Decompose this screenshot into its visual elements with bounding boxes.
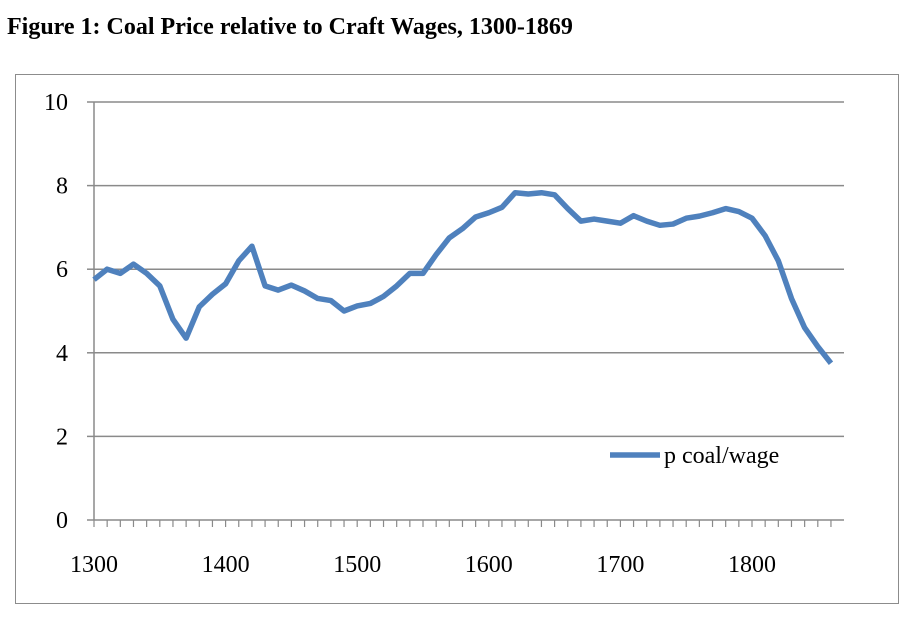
series-lines [92,189,834,365]
tick-labels: 0 2 4 6 8 10 1300 1400 1500 1600 1700 1800 [44,90,776,578]
x-tick-label: 1600 [465,552,513,578]
y-tick-label: 4 [56,341,68,367]
legend: p coal/wage [610,443,779,469]
x-tick-label: 1700 [596,552,644,578]
x-tick-label: 1500 [333,552,381,578]
y-tick-label: 6 [56,257,68,283]
x-tick-label: 1400 [202,552,250,578]
x-tick-label: 1300 [70,552,118,578]
y-tick-label: 10 [44,90,68,116]
gridlines [94,101,844,438]
chart-frame [15,74,899,604]
axes [87,101,844,527]
y-tick-label: 0 [56,508,68,534]
legend-label: p coal/wage [664,443,779,469]
x-tick-label: 1800 [728,552,776,578]
y-tick-label: 2 [56,424,68,450]
y-tick-label: 8 [56,174,68,200]
figure-title: Figure 1: Coal Price relative to Craft W… [7,14,573,40]
series-line-0 [92,189,834,365]
